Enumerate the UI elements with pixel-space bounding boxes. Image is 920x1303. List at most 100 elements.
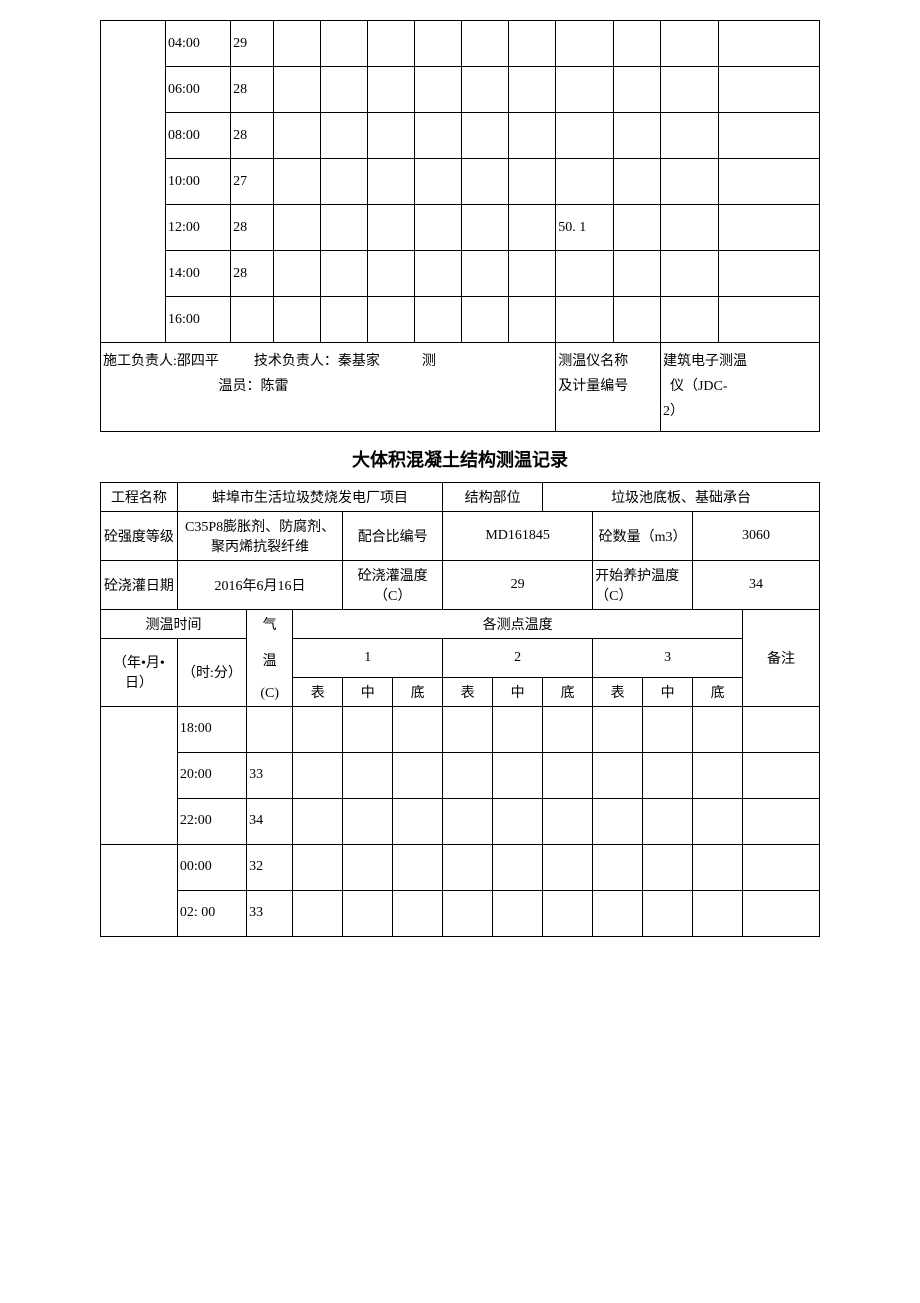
data-cell-note: [718, 159, 819, 205]
data-cell-p2m: [462, 159, 509, 205]
instrument-value-1: 建筑电子测温: [663, 354, 747, 369]
data-cell-time: 20:00: [177, 752, 246, 798]
data-cell-note: [743, 890, 820, 936]
data-cell-p2m: [462, 113, 509, 159]
data-cell-temp: [247, 706, 293, 752]
p1-mid: 中: [343, 677, 393, 706]
data-cell-p3m: [614, 251, 661, 297]
data-cell-temp: 33: [247, 752, 293, 798]
data-cell-p3b: [660, 159, 718, 205]
cure-temp-value: 34: [693, 560, 820, 609]
data-cell-p2b: [509, 67, 556, 113]
data-cell-p2s: [443, 752, 493, 798]
data-cell-p1b: [368, 113, 415, 159]
data-cell-p3s: [556, 21, 614, 67]
structure-value: 垃圾池底板、基础承台: [543, 482, 820, 511]
data-cell-p2s: [415, 297, 462, 343]
data-cell-p1b: [368, 205, 415, 251]
data-cell-p2m: [493, 706, 543, 752]
data-cell-time: 22:00: [177, 798, 246, 844]
data-cell-p2s: [415, 21, 462, 67]
header-row-5: （年•月•日） （时:分） 1 2 3: [101, 638, 820, 677]
data-cell-temp: 34: [247, 798, 293, 844]
header-row-2: 砼强度等级 C35P8膨胀剂、防腐剂、聚丙烯抗裂纤维 配合比编号 MD16184…: [101, 511, 820, 560]
data-cell-p2b: [509, 297, 556, 343]
date-cell: [101, 706, 178, 844]
data-cell-p3s: [556, 67, 614, 113]
data-cell-p2b: [543, 798, 593, 844]
data-cell-p1m: [321, 205, 368, 251]
table-row: 16:00: [101, 297, 820, 343]
data-cell-note: [718, 67, 819, 113]
data-cell-p3b: [660, 251, 718, 297]
data-cell-p1b: [393, 798, 443, 844]
data-cell-time: 14:00: [166, 251, 231, 297]
data-cell-p1b: [368, 159, 415, 205]
data-cell-p2m: [462, 21, 509, 67]
data-cell-p3b: [693, 752, 743, 798]
data-cell-note: [718, 297, 819, 343]
data-cell-time: 12:00: [166, 205, 231, 251]
data-cell-p3m: [643, 890, 693, 936]
footer-row: 施工负责人:邵四平 技术负责人：秦基家 测 温员：陈雷 测温仪名称 及计量编号 …: [101, 343, 820, 432]
instrument-value-3: 2）: [663, 404, 684, 419]
pour-date-value: 2016年6月16日: [177, 560, 342, 609]
p2-mid: 中: [493, 677, 543, 706]
data-cell-p3s: [556, 297, 614, 343]
grade-label: 砼强度等级: [101, 511, 178, 560]
table-row: 22:0034: [101, 798, 820, 844]
data-cell-temp: 32: [247, 844, 293, 890]
data-cell-p3m: [643, 798, 693, 844]
data-cell-p3s: [556, 159, 614, 205]
data-cell-p3m: [614, 21, 661, 67]
air-temp-label: 气 温 (C): [247, 609, 293, 706]
data-cell-p2b: [509, 205, 556, 251]
temp-log-table-2: 工程名称 蚌埠市生活垃圾焚烧发电厂项目 结构部位 垃圾池底板、基础承台 砼强度等…: [100, 482, 820, 937]
data-cell-p2s: [415, 205, 462, 251]
data-cell-p2m: [462, 205, 509, 251]
data-cell-p2s: [415, 159, 462, 205]
data-cell-p1s: [274, 251, 321, 297]
data-cell-note: [743, 844, 820, 890]
mix-value: MD161845: [443, 511, 593, 560]
data-cell-p1s: [274, 159, 321, 205]
data-cell-p2b: [509, 113, 556, 159]
data-cell-p3b: [660, 113, 718, 159]
data-cell-p1m: [343, 798, 393, 844]
data-cell-p1b: [393, 706, 443, 752]
data-cell-p2b: [509, 159, 556, 205]
data-cell-p1s: [274, 113, 321, 159]
instrument-value-2: 仪（JDC-: [670, 379, 728, 394]
data-cell-p3s: [556, 251, 614, 297]
data-cell-note: [743, 752, 820, 798]
data-cell-p1b: [368, 297, 415, 343]
point-2-label: 2: [443, 638, 593, 677]
data-cell-p2b: [543, 706, 593, 752]
date-cell: [101, 21, 166, 343]
table-row: 06:0028: [101, 67, 820, 113]
data-cell-time: 16:00: [166, 297, 231, 343]
cure-temp-label: 开始养护温度（C）: [593, 560, 693, 609]
data-cell-p3s: [593, 890, 643, 936]
data-cell-p2m: [462, 67, 509, 113]
data-cell-p3s: 50. 1: [556, 205, 614, 251]
mix-label: 配合比编号: [343, 511, 443, 560]
data-cell-p3s: [593, 844, 643, 890]
p1-surf: 表: [293, 677, 343, 706]
data-cell-note: [718, 205, 819, 251]
temp-operator: 温员：陈雷: [219, 379, 289, 394]
instrument-label-2: 及计量编号: [558, 379, 628, 394]
data-cell-p1b: [393, 752, 443, 798]
air-temp-label-3: (C): [260, 686, 279, 701]
p3-mid: 中: [643, 677, 693, 706]
data-cell-p1m: [343, 706, 393, 752]
data-cell-p3m: [643, 706, 693, 752]
data-cell-p1b: [368, 251, 415, 297]
data-cell-p2s: [415, 113, 462, 159]
data-cell-note: [718, 251, 819, 297]
table-row: 02: 0033: [101, 890, 820, 936]
instrument-label-1: 测温仪名称: [558, 354, 628, 369]
data-cell-p2s: [443, 844, 493, 890]
data-cell-p3b: [660, 297, 718, 343]
page-title: 大体积混凝土结构测温记录: [100, 432, 820, 482]
